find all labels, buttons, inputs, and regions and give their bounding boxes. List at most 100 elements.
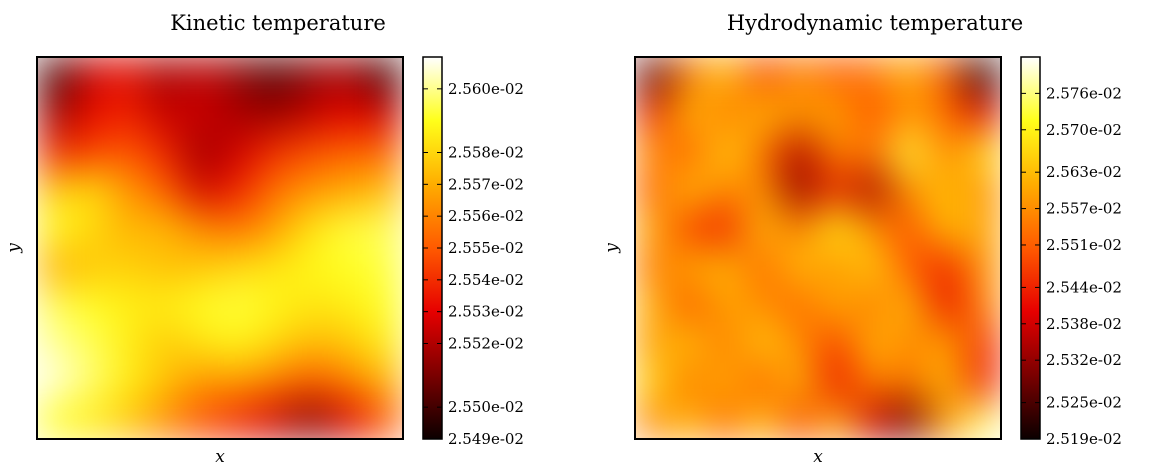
colorbar-tick-label: 2.552e-02 [448, 335, 524, 353]
heatmap-cell [890, 209, 929, 249]
heatmap-cell [182, 170, 221, 211]
heatmap-cell [927, 132, 966, 173]
heatmap-cell [329, 361, 368, 402]
x-axis-label: x [215, 447, 225, 467]
heatmap-cell [780, 170, 819, 211]
heatmap-cell [219, 247, 258, 287]
heatmap-cell [255, 209, 294, 249]
chart-title: Hydrodynamic temperature [727, 11, 1023, 35]
heatmap-cell [182, 400, 221, 439]
colorbar-tick-label: 2.557e-02 [1046, 200, 1122, 218]
heatmap-cell [927, 57, 966, 96]
heatmap-cell [146, 285, 185, 326]
heatmap-cell [890, 94, 929, 135]
heatmap-cell [780, 323, 819, 364]
heatmap-cell [219, 361, 258, 402]
y-axis-label: y [4, 243, 24, 254]
heatmap-cell [963, 361, 1001, 402]
heatmap-cell [780, 285, 819, 326]
heatmap-cell [927, 247, 966, 287]
heatmap-cell [109, 247, 148, 287]
heatmap-cell [109, 170, 148, 211]
colorbar-tick-label: 2.544e-02 [1046, 278, 1122, 296]
heatmap-cell [635, 323, 673, 364]
heatmap-cell [219, 323, 258, 364]
heatmap-cell [744, 285, 783, 326]
heatmap-cell [146, 132, 185, 173]
heatmap-cell [182, 247, 221, 287]
heatmap-cell [890, 170, 929, 211]
heatmap-cell [37, 209, 75, 249]
heatmap-cell [780, 209, 819, 249]
heatmap-cell [890, 57, 929, 96]
y-axis-label: y [602, 243, 622, 254]
heatmap-cell [292, 285, 331, 326]
heatmap-cell [255, 247, 294, 287]
heatmap-cell [744, 361, 783, 402]
heatmap-cell [927, 400, 966, 439]
heatmap-cell [219, 209, 258, 249]
heatmap-cell [72, 361, 111, 402]
heatmap-cell [365, 57, 403, 96]
plot-frame [634, 56, 1002, 440]
heatmap-cell [182, 209, 221, 249]
heatmap-cell [707, 209, 746, 249]
heatmap-cell [146, 94, 185, 135]
heatmap-cell [817, 170, 856, 211]
heatmap-cell [817, 323, 856, 364]
heatmap-cell [365, 132, 403, 173]
heatmap-cell [963, 323, 1001, 364]
heatmap-cell [963, 285, 1001, 326]
heatmap-cell [963, 170, 1001, 211]
heatmap-cell [292, 361, 331, 402]
heatmap-plot-area [37, 57, 403, 439]
heatmap-cell [744, 132, 783, 173]
heatmap-cell [109, 132, 148, 173]
colorbar-ticks: 2.519e-02 2.525e-02 2.532e-02 2.538e-02 2.54… [1021, 84, 1122, 448]
heatmap-cell [255, 170, 294, 211]
heatmap-cell [635, 400, 673, 439]
heatmap-cell [72, 132, 111, 173]
heatmap-cell [927, 209, 966, 249]
heatmap-cell [72, 285, 111, 326]
heatmap-cell [744, 247, 783, 287]
heatmap-cell [817, 361, 856, 402]
heatmap-cell [635, 209, 673, 249]
heatmap-cell [853, 285, 892, 326]
heatmap-cell [182, 361, 221, 402]
heatmap-cell [182, 132, 221, 173]
heatmap-cell [37, 400, 75, 439]
chart-title: Kinetic temperature [170, 11, 386, 35]
colorbar-tick-label: 2.554e-02 [448, 271, 524, 289]
heatmap-cell [255, 94, 294, 135]
heatmap-cell [182, 94, 221, 135]
heatmap-cell [329, 94, 368, 135]
heatmap-cell [219, 170, 258, 211]
heatmap-cell [635, 132, 673, 173]
heatmap-cell [670, 247, 709, 287]
heatmap-cell [292, 400, 331, 439]
hydrodynamic-temperature-panel: Hydrodynamic temperature x y 2.519e-022.… [602, 11, 1122, 467]
heatmap-cell [853, 170, 892, 211]
heatmap-cell [365, 94, 403, 135]
heatmap-cell [670, 132, 709, 173]
heatmap-cell [37, 361, 75, 402]
heatmap-cell [182, 57, 221, 96]
heatmap-cell [292, 170, 331, 211]
heatmap-cell [365, 400, 403, 439]
heatmap-cell [927, 94, 966, 135]
heatmap-cell [329, 170, 368, 211]
heatmap-cell [365, 247, 403, 287]
heatmap-cell [37, 132, 75, 173]
heatmap-cell [744, 57, 783, 96]
heatmap-cell [853, 57, 892, 96]
heatmap-cell [853, 94, 892, 135]
heatmap-cell [817, 57, 856, 96]
heatmap-cell [853, 132, 892, 173]
heatmap-cell [707, 285, 746, 326]
heatmap-cell [780, 400, 819, 439]
heatmap-cell [670, 94, 709, 135]
heatmap-cell [109, 361, 148, 402]
heatmap-cell [635, 247, 673, 287]
heatmap-cell [670, 57, 709, 96]
